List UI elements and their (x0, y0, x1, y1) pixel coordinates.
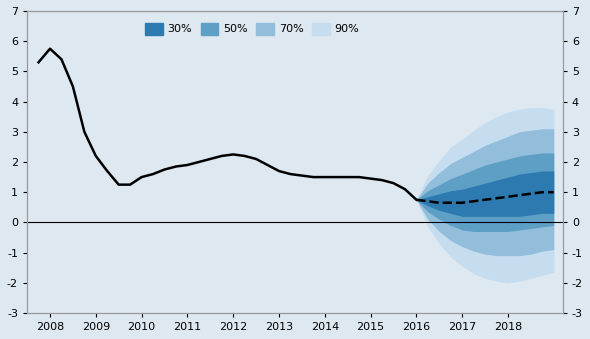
Legend: 30%, 50%, 70%, 90%: 30%, 50%, 70%, 90% (145, 22, 359, 35)
